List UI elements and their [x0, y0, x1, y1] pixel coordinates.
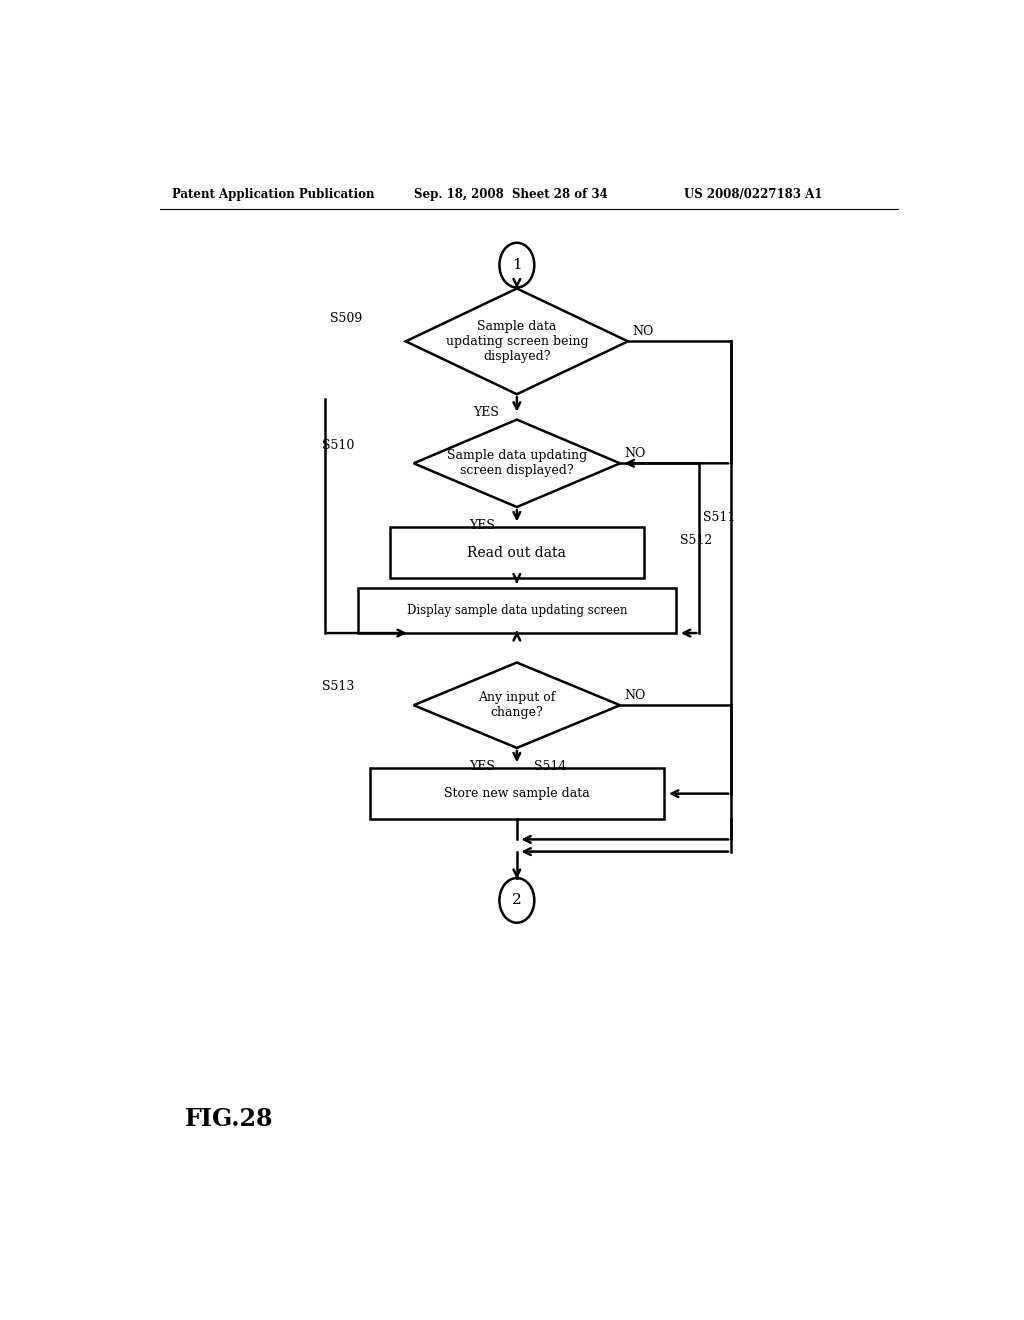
Bar — [370, 768, 664, 818]
Text: US 2008/0227183 A1: US 2008/0227183 A1 — [684, 189, 822, 202]
Text: 2: 2 — [512, 894, 522, 907]
Text: YES: YES — [473, 407, 499, 418]
Text: Sample data updating
screen displayed?: Sample data updating screen displayed? — [446, 449, 587, 478]
Bar — [390, 528, 644, 578]
Text: 1: 1 — [512, 259, 522, 272]
Text: YES: YES — [469, 760, 496, 772]
Text: Patent Application Publication: Patent Application Publication — [172, 189, 374, 202]
Text: Store new sample data: Store new sample data — [444, 787, 590, 800]
Text: Any input of
change?: Any input of change? — [478, 692, 556, 719]
Text: YES: YES — [469, 519, 496, 532]
Bar — [358, 589, 676, 634]
Text: NO: NO — [624, 689, 645, 701]
Text: Sep. 18, 2008  Sheet 28 of 34: Sep. 18, 2008 Sheet 28 of 34 — [414, 189, 607, 202]
Text: S509: S509 — [331, 313, 362, 326]
Text: NO: NO — [632, 325, 653, 338]
Text: Sample data
updating screen being
displayed?: Sample data updating screen being displa… — [445, 319, 588, 363]
Text: FIG.28: FIG.28 — [185, 1107, 273, 1131]
Text: NO: NO — [624, 446, 645, 459]
Text: Read out data: Read out data — [467, 545, 566, 560]
Text: S511: S511 — [703, 511, 735, 524]
Text: S514: S514 — [535, 760, 566, 772]
Text: Display sample data updating screen: Display sample data updating screen — [407, 605, 627, 618]
Text: S512: S512 — [680, 535, 712, 546]
Text: S513: S513 — [323, 680, 354, 693]
Text: S510: S510 — [323, 438, 354, 451]
